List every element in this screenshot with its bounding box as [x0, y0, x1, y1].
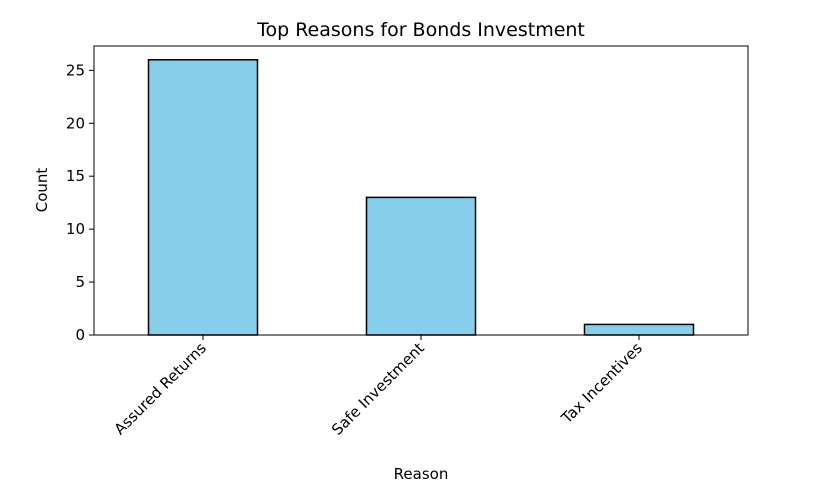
y-tick-label: 25 [66, 61, 85, 79]
bar-0 [147, 59, 259, 336]
y-tick-label: 20 [66, 114, 85, 132]
y-tick-label: 0 [75, 326, 85, 344]
y-axis-label: Count [33, 168, 51, 213]
x-tick-label: Safe Investment [328, 339, 428, 439]
chart-title: Top Reasons for Bonds Investment [256, 19, 585, 41]
x-tick-label: Tax Incentives [557, 339, 646, 428]
x-tick-label: Assured Returns [111, 339, 210, 438]
y-tick-label: 10 [66, 220, 85, 238]
bars [147, 59, 695, 336]
y-tick-label: 5 [75, 273, 85, 291]
x-axis-label: Reason [394, 465, 449, 483]
plot-area: 0 5 10 15 20 25 Assured Returns Safe Investmen… [66, 45, 749, 439]
y-tick-label: 15 [66, 167, 85, 185]
y-axis: 0 5 10 15 20 25 [66, 61, 94, 344]
x-axis: Assured Returns Safe Investment Tax Incent… [111, 335, 646, 439]
bar-1 [365, 196, 477, 336]
bar-2 [583, 323, 695, 336]
